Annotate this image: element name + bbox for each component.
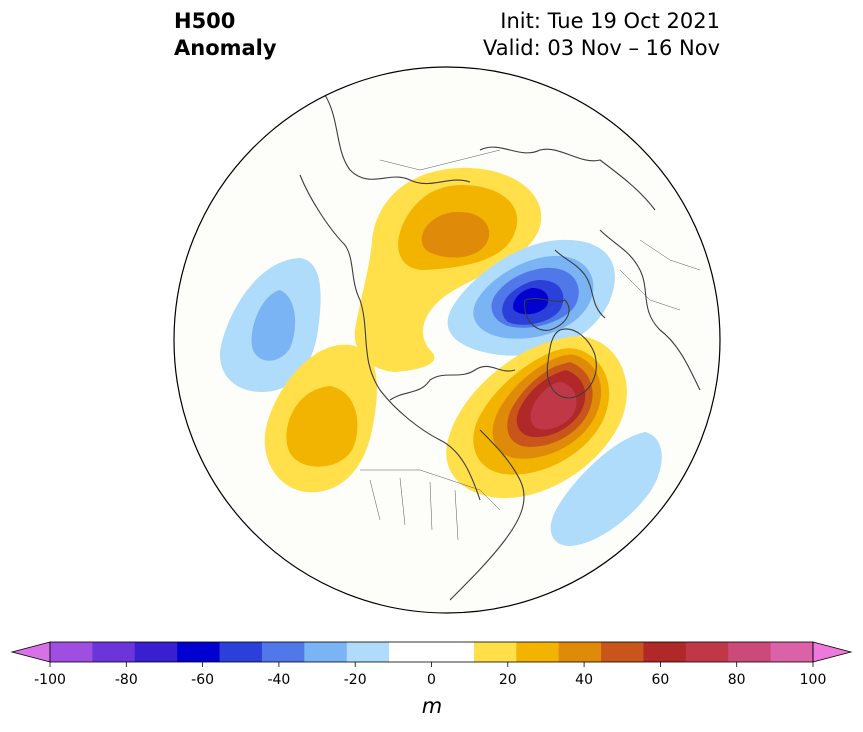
colorbar-tick-label: -40 — [267, 672, 291, 688]
colorbar-tick-label: -60 — [191, 672, 215, 688]
colorbar-segment — [50, 642, 93, 662]
colorbar-tick-label: 20 — [498, 672, 517, 688]
coastline-east-asia — [324, 94, 471, 185]
init-date: Init: Tue 19 Oct 2021 — [500, 9, 720, 33]
political-borders — [360, 149, 701, 541]
colorbar-segment — [219, 642, 263, 662]
border-asia — [379, 149, 501, 171]
colorbar-tick-label: -100 — [34, 672, 66, 688]
border-us-canada — [360, 469, 501, 511]
colorbar-segment — [473, 642, 517, 662]
colorbar-tick-label: 100 — [799, 672, 827, 688]
colorbar-tick-label: -80 — [114, 672, 138, 688]
coastline-canadian-archipelago — [389, 365, 516, 401]
colorbar — [10, 641, 853, 667]
anomaly-alaska-positive — [264, 344, 377, 493]
colorbar-segment — [770, 642, 814, 662]
coastline-svalbard — [524, 298, 570, 331]
anomaly-hudson-positive — [446, 336, 627, 499]
colorbar-segment — [304, 642, 348, 662]
colorbar-segment — [346, 642, 390, 662]
colorbar-segment — [728, 642, 772, 662]
colorbar-extend-max — [812, 641, 853, 663]
anomaly-fields — [219, 167, 662, 546]
coastline-siberia — [479, 146, 656, 211]
globe-outline — [173, 66, 721, 614]
anomaly-pacific-negative — [219, 258, 321, 392]
colorbar-segment — [389, 642, 432, 662]
colorbar-segment — [601, 642, 644, 662]
colorbar-extend-min — [10, 641, 51, 663]
valid-range: Valid: 03 Nov – 16 Nov — [483, 36, 720, 60]
colorbar-segment — [643, 642, 687, 662]
coastline-north-america-west — [299, 174, 481, 501]
colorbar-segment — [134, 642, 178, 662]
colorbar-segment — [558, 642, 602, 662]
colorbar-segment — [431, 642, 475, 662]
colorbar-unit: m — [421, 694, 443, 718]
colorbar-tick-labels: -100 -80 -60 -40 -20 0 20 40 60 80 100 — [0, 672, 863, 694]
title-line-1: H500 — [174, 9, 236, 33]
anomaly-atlantic-negative — [550, 432, 662, 546]
chart-title: H500 Anomaly — [174, 8, 277, 62]
coastline-greenland — [546, 328, 597, 399]
colorbar-tick-label: 40 — [575, 672, 594, 688]
coastline-europe — [599, 229, 701, 391]
coastline-scandinavia — [554, 249, 606, 319]
colorbar-tick-label: 0 — [427, 672, 436, 688]
coastlines — [299, 94, 701, 601]
anomaly-arctic-positive — [354, 167, 542, 372]
colorbar-segment — [516, 642, 560, 662]
colorbar-tick-label: 80 — [727, 672, 746, 688]
colorbar-segment — [92, 642, 136, 662]
border-europe — [619, 239, 701, 311]
colorbar-tick-label: 60 — [651, 672, 670, 688]
colorbar-segment — [177, 642, 221, 662]
border-us-states — [369, 477, 459, 541]
coastline-north-america-east — [449, 429, 525, 601]
anomaly-scandinavia-negative — [447, 239, 615, 356]
chart-subtitle: Init: Tue 19 Oct 2021 Valid: 03 Nov – 16… — [483, 8, 720, 62]
title-line-2: Anomaly — [174, 36, 277, 60]
colorbar-tick-label: -20 — [343, 672, 367, 688]
colorbar-segment — [685, 642, 729, 662]
colorbar-segment — [261, 642, 305, 662]
